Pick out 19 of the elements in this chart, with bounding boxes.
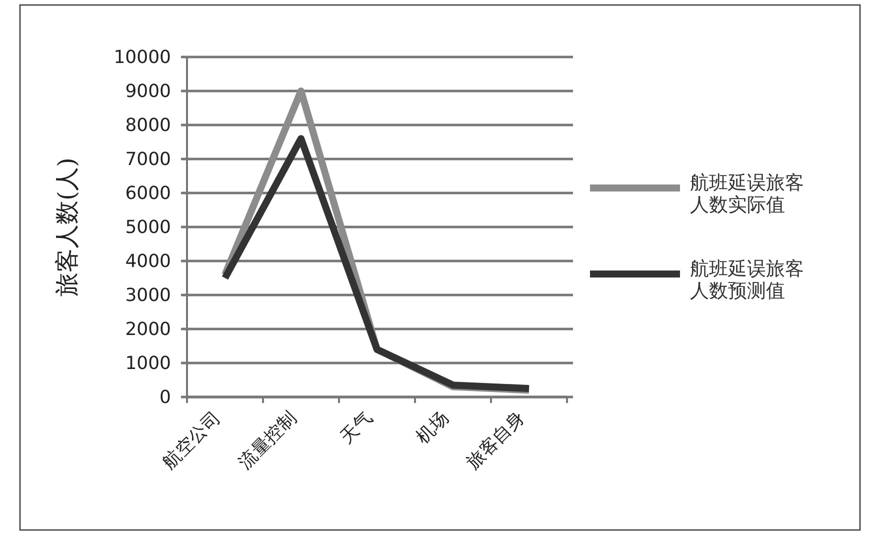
y-tick-label: 2000 [125, 319, 171, 340]
x-tick-label: 旅客自身 [462, 408, 529, 474]
legend-label: 航班延误旅客人数实际值 [690, 172, 805, 216]
y-tick-label: 8000 [125, 115, 171, 136]
legend-label: 航班延误旅客人数预测值 [690, 258, 805, 302]
y-tick-label: 0 [160, 387, 171, 408]
y-tick-label: 10000 [114, 47, 171, 68]
y-tick-label: 1000 [125, 353, 171, 374]
x-tick-label: 航空公司 [158, 408, 225, 474]
y-axis-title: 旅客人数(人) [53, 158, 81, 296]
y-tick-label: 5000 [125, 217, 171, 238]
y-tick-label: 3000 [125, 285, 171, 306]
y-tick-label: 9000 [125, 81, 171, 102]
x-tick-label: 流量控制 [234, 408, 301, 474]
x-tick-label: 机场 [412, 408, 453, 448]
y-tick-label: 6000 [125, 183, 171, 204]
x-tick-label: 天气 [336, 408, 377, 448]
y-tick-label: 7000 [125, 149, 171, 170]
y-tick-label: 4000 [125, 251, 171, 272]
